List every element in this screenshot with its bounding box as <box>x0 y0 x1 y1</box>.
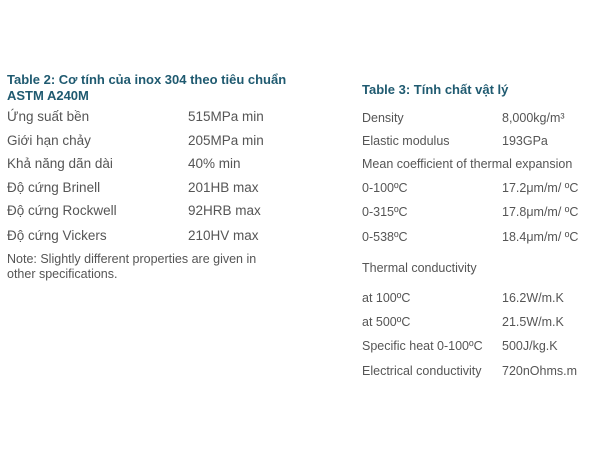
row-label: at 100ºC <box>362 291 411 305</box>
row-value: 193GPa <box>502 134 548 148</box>
row-label: 0-538ºC <box>362 230 408 244</box>
row-value: 40% min <box>188 156 241 171</box>
row-value: 17.8μm/m/ ºC <box>502 205 579 219</box>
row-label: Ứng suất bền <box>7 109 90 124</box>
table3-title: Table 3: Tính chất vật lý <box>362 82 509 97</box>
row-value: 92HRB max <box>188 203 261 218</box>
row-label: Độ cứng Vickers <box>7 228 107 243</box>
row-value: 210HV max <box>188 228 259 243</box>
row-label: Độ cứng Rockwell <box>7 203 117 218</box>
row-value: 515MPa min <box>188 109 264 124</box>
row-value: 17.2μm/m/ ºC <box>502 181 579 195</box>
row-value: 201HB max <box>188 180 259 195</box>
table2-note: Note: Slightly different properties are … <box>7 252 307 282</box>
row-value: 500J/kg.K <box>502 339 558 353</box>
row-value: 16.2W/m.K <box>502 291 564 305</box>
row-label: Elastic modulus <box>362 134 450 148</box>
row-label: 0-315ºC <box>362 205 408 219</box>
row-label: Mean coefficient of thermal expansion <box>362 157 573 171</box>
row-value: 21.5W/m.K <box>502 315 564 329</box>
table2-title-line2: ASTM A240M <box>7 88 89 103</box>
row-label: Thermal conductivity <box>362 261 477 275</box>
table2-title-line1: Table 2: Cơ tính của inox 304 theo tiêu … <box>7 72 287 87</box>
row-label: Density <box>362 111 404 125</box>
row-label: Electrical conductivity <box>362 364 482 378</box>
row-label: Độ cứng Brinell <box>7 180 101 195</box>
note-line2: other specifications. <box>7 267 118 281</box>
row-value: 720nOhms.m <box>502 364 578 378</box>
row-value: 8,000kg/m³ <box>502 111 565 125</box>
row-value: 18.4μm/m/ ºC <box>502 230 579 244</box>
row-label: Giới hạn chảy <box>7 133 91 148</box>
row-value: 205MPa min <box>188 133 264 148</box>
row-label: Specific heat 0-100ºC <box>362 339 483 353</box>
row-label: 0-100ºC <box>362 181 408 195</box>
note-line1: Note: Slightly different properties are … <box>7 252 257 266</box>
row-label: at 500ºC <box>362 315 411 329</box>
row-label: Khả năng dãn dài <box>7 156 113 171</box>
